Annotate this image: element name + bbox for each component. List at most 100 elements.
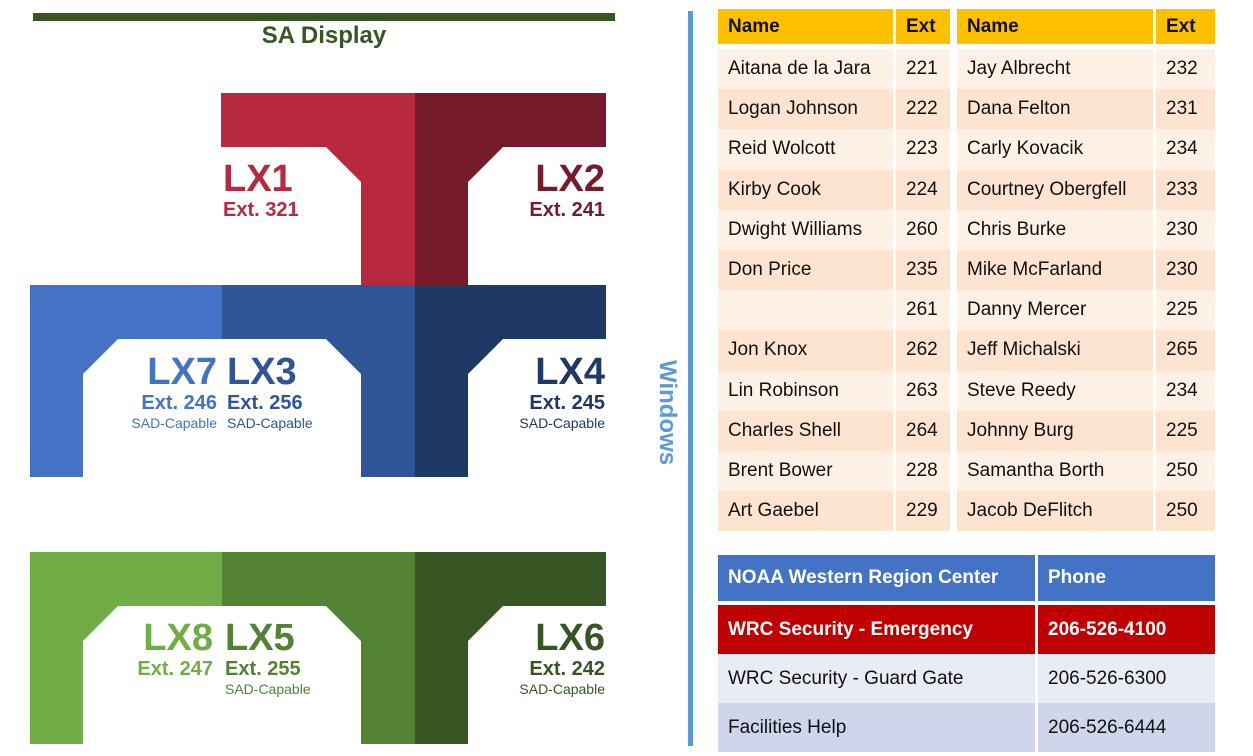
noaa-contact-phone: 206-526-6444 (1038, 703, 1215, 752)
directory-ext-cell: 228 (896, 450, 950, 492)
directory-ext-cell: 234 (1156, 370, 1215, 411)
noaa-contact-phone: 206-526-4100 (1038, 605, 1215, 654)
directory-left-row: Jon Knox 262 (718, 330, 950, 371)
directory-left-row: Art Gaebel 229 (718, 491, 950, 532)
noaa-contact-phone: 206-526-6300 (1038, 654, 1215, 703)
noaa-contact-name: Facilities Help (718, 703, 1038, 752)
directory-left-row: Charles Shell 264 (718, 410, 950, 451)
directory-ext-cell: 235 (896, 249, 950, 291)
directory-name-cell: Dwight Williams (718, 209, 896, 250)
lx4-ext: Ext. 245 (529, 392, 605, 414)
lx4-sad-note: SAD-Capable (519, 415, 605, 431)
directory-name-cell: Carly Kovacik (957, 129, 1156, 170)
directory-name-cell: Art Gaebel (718, 491, 896, 532)
directory-ext-cell: 265 (1156, 330, 1215, 371)
directory-table-left: Name Ext Aitana de la Jara 221 Logan Johns… (718, 9, 950, 532)
lx2-name: LX2 (535, 158, 605, 200)
windows-line (688, 11, 693, 746)
directory-name-cell: Aitana de la Jara (718, 49, 896, 90)
lx2-label: LX2 Ext. 241 (470, 160, 605, 220)
directory-ext-cell: 264 (896, 410, 950, 451)
directory-right-row: Steve Reedy 234 (957, 370, 1215, 411)
directory-ext-cell: 261 (896, 290, 950, 331)
directory-name-cell: Chris Burke (957, 209, 1156, 250)
directory-left-row: 261 (718, 290, 950, 331)
lx6-label: LX6 Ext. 242 SAD-Capable (470, 619, 605, 696)
lx1-name: LX1 (223, 158, 293, 200)
lx2-ext: Ext. 241 (529, 199, 605, 221)
lx1-ext: Ext. 321 (223, 199, 299, 221)
directory-name-cell: Dana Felton (957, 89, 1156, 130)
directory-left-row: Kirby Cook 224 (718, 169, 950, 210)
lx8-label: LX8 Ext. 247 (110, 619, 213, 679)
directory-right-row: Jeff Michalski 265 (957, 330, 1215, 371)
windows-label: Windows (654, 360, 681, 466)
lx3-label: LX3 Ext. 256 SAD-Capable (227, 353, 313, 430)
directory-ext-cell: 234 (1156, 129, 1215, 170)
directory-name-cell: Charles Shell (718, 410, 896, 451)
directory-right-row: Carly Kovacik 234 (957, 129, 1215, 170)
directory-ext-cell: 230 (1156, 209, 1215, 250)
lx1-label: LX1 Ext. 321 (223, 160, 299, 220)
desk-lx6 (415, 552, 606, 744)
noaa-row-guard-gate: WRC Security - Guard Gate 206-526-6300 (718, 654, 1215, 703)
desk-lx8 (30, 552, 222, 744)
desk-lx4 (415, 285, 606, 477)
lx8-name: LX8 (143, 617, 213, 659)
directory-right-row: Jacob DeFlitch 250 (957, 491, 1215, 532)
lx5-name: LX5 (225, 617, 295, 659)
directory-ext-cell: 225 (1156, 290, 1215, 331)
lx4-label: LX4 Ext. 245 SAD-Capable (470, 353, 605, 430)
directory-ext-cell: 229 (896, 491, 950, 532)
desk-lx7 (30, 285, 222, 477)
lx7-name: LX7 (147, 351, 217, 393)
directory-left-row: Aitana de la Jara 221 (718, 49, 950, 90)
directory-ext-cell: 263 (896, 370, 950, 411)
lx8-ext: Ext. 247 (137, 658, 213, 680)
directory-name-cell (718, 290, 896, 331)
directory-right-row: Dana Felton 231 (957, 89, 1215, 130)
floor-plan (30, 93, 606, 744)
directory-right-row: Mike McFarland 230 (957, 249, 1215, 291)
directory-ext-cell: 221 (896, 49, 950, 90)
noaa-contacts-table: NOAA Western Region Center Phone WRC Sec… (718, 555, 1215, 752)
directory-name-cell: Samantha Borth (957, 450, 1156, 492)
directory-right-row: Courtney Obergfell 233 (957, 169, 1215, 210)
directory-name-cell: Courtney Obergfell (957, 169, 1156, 210)
directory-name-cell: Jay Albrecht (957, 49, 1156, 90)
directory-name-cell: Jeff Michalski (957, 330, 1156, 371)
directory-right-row: Johnny Burg 225 (957, 410, 1215, 451)
sa-display-bar (33, 13, 615, 21)
lx5-label: LX5 Ext. 255 SAD-Capable (225, 619, 311, 696)
directory-ext-cell: 262 (896, 330, 950, 371)
directory-left-row: Don Price 235 (718, 249, 950, 291)
directory-table-right: Name Ext Jay Albrecht 232 Dana Felton 231 Ca… (957, 9, 1215, 532)
directory-left-row: Lin Robinson 263 (718, 370, 950, 411)
directory-right-header-name: Name (957, 9, 1156, 49)
directory-name-cell: Don Price (718, 249, 896, 291)
directory-name-cell: Kirby Cook (718, 169, 896, 210)
directory-ext-cell: 250 (1156, 450, 1215, 492)
directory-name-cell: Reid Wolcott (718, 129, 896, 170)
directory-name-cell: Brent Bower (718, 450, 896, 492)
lx3-ext: Ext. 256 (227, 392, 303, 414)
directory-left-row: Reid Wolcott 223 (718, 129, 950, 170)
desk-lx5 (222, 552, 415, 744)
directory-left-header-name: Name (718, 9, 896, 49)
directory-name-cell: Jon Knox (718, 330, 896, 371)
lx6-sad-note: SAD-Capable (519, 681, 605, 697)
directory-name-cell: Lin Robinson (718, 370, 896, 411)
directory-right-row: Jay Albrecht 232 (957, 49, 1215, 90)
directory-name-cell: Jacob DeFlitch (957, 491, 1156, 532)
lx6-name: LX6 (535, 617, 605, 659)
directory-left-header-ext: Ext (896, 9, 950, 49)
directory-ext-cell: 232 (1156, 49, 1215, 90)
directory-ext-cell: 250 (1156, 491, 1215, 532)
directory-right-row: Chris Burke 230 (957, 209, 1215, 250)
lx7-label: LX7 Ext. 246 SAD-Capable (110, 353, 217, 430)
sa-display-title: SA Display (261, 22, 387, 49)
directory-ext-cell: 223 (896, 129, 950, 170)
directory-ext-cell: 224 (896, 169, 950, 210)
directory-right-row: Danny Mercer 225 (957, 290, 1215, 331)
directory-left-row: Logan Johnson 222 (718, 89, 950, 130)
